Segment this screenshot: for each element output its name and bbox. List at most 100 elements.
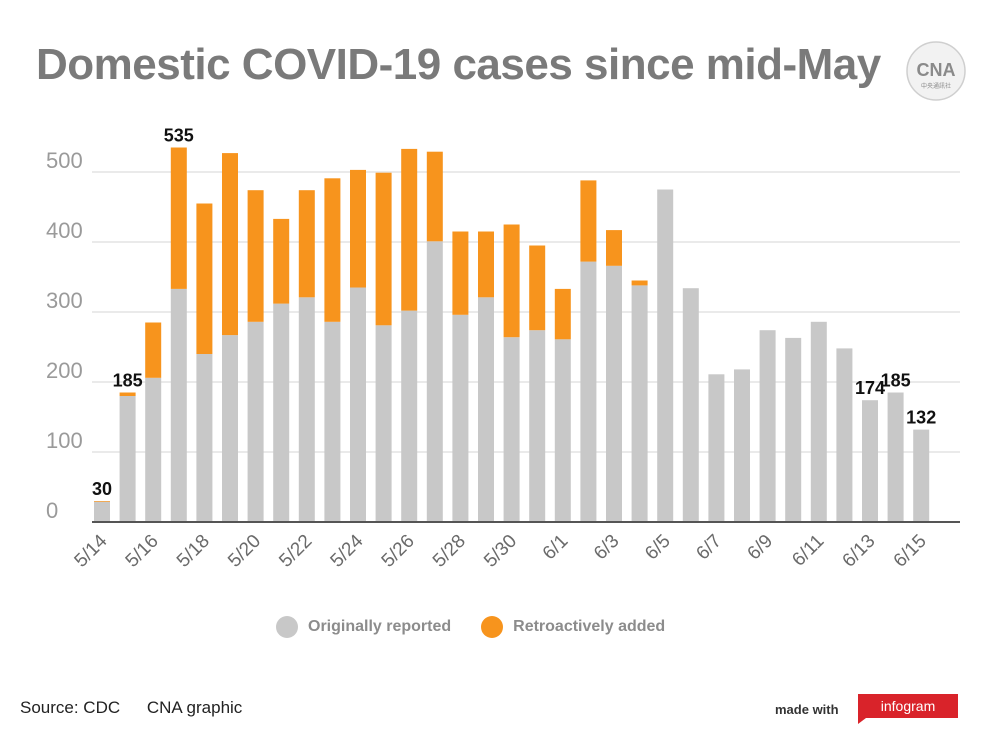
bar-originally-reported xyxy=(580,261,597,522)
bar-originally-reported xyxy=(836,348,853,522)
made-with-text: made with xyxy=(775,702,839,717)
y-tick-label: 500 xyxy=(46,148,83,173)
bar-originally-reported xyxy=(119,396,136,522)
bar-retroactively-added xyxy=(196,203,213,354)
legend-item-retroactively-added: Retroactively added xyxy=(481,616,665,638)
bar-retroactively-added xyxy=(273,218,290,304)
bar-originally-reported xyxy=(529,330,546,522)
bar-originally-reported xyxy=(222,335,238,522)
legend-label-originally-reported: Originally reported xyxy=(308,618,452,635)
credit-text: CNA graphic xyxy=(146,698,243,717)
bar-originally-reported xyxy=(606,265,622,522)
bar-originally-reported xyxy=(401,310,418,522)
cna-logo: CNA 中央通訊社 xyxy=(906,41,966,101)
x-tick-label: 5/20 xyxy=(224,531,265,572)
legend-item-originally-reported: Originally reported xyxy=(276,616,451,638)
y-tick-label: 0 xyxy=(46,498,58,523)
x-tick-label: 6/7 xyxy=(692,531,726,565)
x-tick-label: 6/11 xyxy=(788,531,828,571)
bar-originally-reported xyxy=(247,321,264,522)
bar-originally-reported xyxy=(145,377,162,522)
bar-retroactively-added xyxy=(119,392,136,396)
bar-retroactively-added xyxy=(324,178,341,322)
bar-originally-reported xyxy=(350,287,366,522)
bar-retroactively-added xyxy=(503,224,520,338)
bar-originally-reported xyxy=(94,501,110,522)
y-tick-label: 300 xyxy=(46,288,83,313)
legend-swatch-retroactively-added xyxy=(481,616,504,638)
x-tick-label: 5/30 xyxy=(480,531,521,572)
bar-originally-reported xyxy=(913,429,930,522)
bar-originally-reported xyxy=(273,303,290,522)
bar-retroactively-added xyxy=(580,180,597,262)
x-tick-label: 6/9 xyxy=(744,531,778,565)
x-tick-label: 6/1 xyxy=(539,531,573,565)
legend-label-retroactively-added: Retroactively added xyxy=(513,618,666,635)
bar-retroactively-added xyxy=(375,172,392,326)
bar-retroactively-added xyxy=(401,148,418,311)
bar-retroactively-added xyxy=(478,231,494,298)
y-tick-label: 100 xyxy=(46,428,83,453)
legend-swatch-originally-reported xyxy=(276,616,298,638)
bar-originally-reported xyxy=(810,321,827,522)
infogram-brand-text: infogram xyxy=(881,698,935,714)
bar-originally-reported xyxy=(478,297,494,522)
bar-originally-reported xyxy=(196,354,213,522)
data-label: 174 xyxy=(855,378,885,398)
bar-originally-reported xyxy=(657,189,674,522)
bar-originally-reported xyxy=(452,314,469,522)
bar-originally-reported xyxy=(862,400,878,522)
bar-originally-reported xyxy=(324,321,341,522)
bar-retroactively-added xyxy=(606,230,622,266)
x-tick-label: 6/13 xyxy=(839,531,880,572)
bar-originally-reported xyxy=(170,288,187,522)
x-tick-label: 5/16 xyxy=(122,531,163,572)
bar-originally-reported xyxy=(682,288,699,522)
x-tick-label: 5/24 xyxy=(327,530,368,571)
logo-subtext: 中央通訊社 xyxy=(921,82,951,90)
chart-legend: Originally reported Retroactively added xyxy=(276,616,665,638)
bar-chart: 0 100 200 300 400 500 5/14 5/16 5/18 5/20 5/22 5/24… xyxy=(46,126,960,572)
y-tick-label: 400 xyxy=(46,218,83,243)
bar-retroactively-added xyxy=(247,190,264,322)
bar-originally-reported xyxy=(631,285,648,522)
bar-retroactively-added xyxy=(426,151,443,242)
data-label: 185 xyxy=(881,371,911,391)
logo-text: CNA xyxy=(917,60,956,80)
bar-originally-reported xyxy=(298,297,315,522)
bar-retroactively-added xyxy=(529,245,546,331)
bar-retroactively-added xyxy=(298,190,315,298)
x-tick-label: 5/22 xyxy=(275,531,316,572)
bar-retroactively-added xyxy=(94,501,110,502)
bar-originally-reported xyxy=(785,337,802,522)
x-tick-label: 5/28 xyxy=(429,531,470,572)
bar-retroactively-added xyxy=(554,288,571,340)
bar-retroactively-added xyxy=(631,280,648,286)
bar-retroactively-added xyxy=(452,231,469,315)
bar-originally-reported xyxy=(503,337,520,522)
x-tick-label: 6/15 xyxy=(890,531,931,572)
data-label: 185 xyxy=(113,371,143,391)
bar-originally-reported xyxy=(426,241,443,523)
x-tick-label: 5/14 xyxy=(71,530,112,571)
x-tick-label: 5/26 xyxy=(378,531,419,572)
x-tick-label: 6/5 xyxy=(641,531,675,565)
bar-originally-reported xyxy=(375,325,392,522)
bar-originally-reported xyxy=(708,374,725,522)
bar-retroactively-added xyxy=(350,169,366,288)
chart-title: Domestic COVID-19 cases since mid-May xyxy=(36,40,881,89)
y-tick-label: 200 xyxy=(46,358,83,383)
bar-originally-reported xyxy=(554,339,571,522)
infogram-badge[interactable]: infogram xyxy=(852,694,958,724)
x-tick-label: 6/3 xyxy=(590,531,624,565)
bar-originally-reported xyxy=(759,330,776,522)
source-text: Source: CDC xyxy=(20,698,121,717)
bar-retroactively-added xyxy=(222,153,238,336)
bar-originally-reported xyxy=(734,369,750,522)
footer-credits: Source: CDC CNA graphic xyxy=(20,698,264,718)
data-label: 132 xyxy=(906,408,936,428)
bar-originally-reported xyxy=(887,392,904,522)
data-label: 30 xyxy=(92,479,112,499)
bar-retroactively-added xyxy=(145,322,162,378)
data-label: 535 xyxy=(164,126,194,146)
